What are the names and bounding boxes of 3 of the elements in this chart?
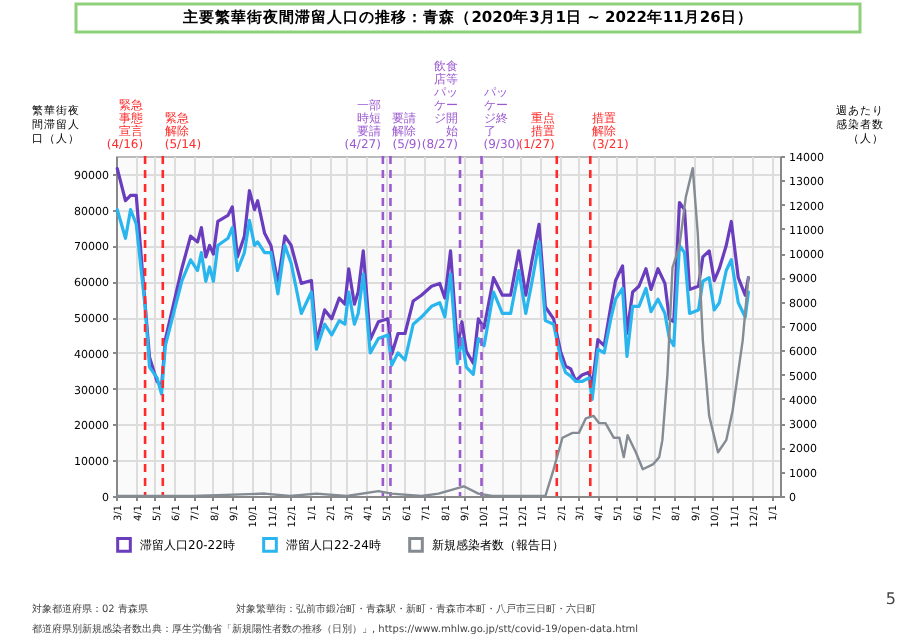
text: 5 <box>885 590 896 608</box>
line-series <box>115 166 750 389</box>
line-series <box>115 208 750 401</box>
